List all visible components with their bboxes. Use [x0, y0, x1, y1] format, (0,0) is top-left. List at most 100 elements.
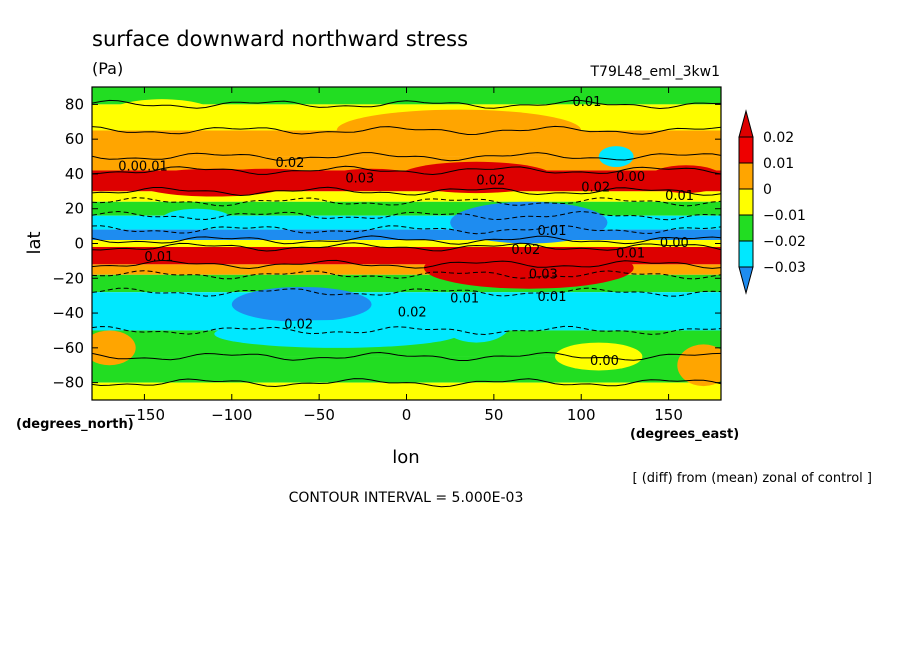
color-band-8 — [92, 229, 721, 241]
colorbar-bottom-triangle — [738, 266, 754, 295]
color-patch-7 — [450, 201, 608, 244]
contour-interval-label: CONTOUR INTERVAL = 5.000E-03 — [289, 490, 524, 506]
y-tick-label-0: −80 — [52, 374, 84, 392]
x-tick-label-1: −100 — [211, 406, 252, 424]
contour-label-17: 0.02 — [284, 318, 313, 333]
colorbar-label-0: 0.02 — [763, 130, 794, 146]
contour-line-9 — [92, 235, 721, 245]
contour-label-11: 0.00 — [660, 236, 689, 251]
color-patch-13 — [441, 300, 512, 343]
x-tick-label-5: 100 — [567, 406, 596, 424]
contour-label-12: 0.01 — [144, 250, 173, 265]
color-band-5 — [92, 191, 721, 202]
contour-line-6 — [92, 197, 721, 207]
color-band-9 — [92, 240, 721, 247]
units-label: (Pa) — [92, 59, 123, 78]
contour-label-0: 0.00.01 — [118, 159, 168, 174]
contour-label-1: 0.02 — [275, 156, 304, 171]
x-tick-label-4: 50 — [484, 406, 503, 424]
color-patch-11 — [231, 286, 372, 322]
color-band-3 — [92, 156, 721, 171]
x-axis-label: lon — [392, 447, 419, 468]
contour-label-10: 0.01 — [616, 246, 645, 261]
contour-line-2 — [92, 125, 721, 136]
color-patch-3 — [397, 161, 556, 194]
contour-label-18: 0.00 — [590, 354, 619, 369]
color-patch-4 — [647, 165, 721, 194]
colorbar-swatch-4 — [738, 240, 754, 268]
y-tick-label-8: 80 — [65, 95, 84, 113]
x-tick-label-3: 0 — [402, 406, 412, 424]
contour-line-15 — [92, 351, 721, 361]
y-tick-label-4: 0 — [74, 235, 84, 253]
contour-line-16 — [92, 378, 721, 388]
contour-label-2: 0.03 — [345, 172, 374, 187]
y-tick-label-6: 40 — [65, 165, 84, 183]
contour-line-13 — [92, 287, 721, 297]
y-tick-label-7: 60 — [65, 130, 84, 148]
x-units-label: (degrees_east) — [630, 427, 739, 442]
contour-line-3 — [92, 152, 721, 162]
contour-label-14: 0.01 — [450, 292, 479, 307]
colorbar-label-3: −0.01 — [763, 208, 806, 224]
color-patch-2 — [327, 168, 416, 187]
contour-label-6: 0.00 — [616, 170, 645, 185]
x-axis: −150 −100 −50 0 50 100 150 — [124, 87, 683, 424]
colorbar-label-2: 0 — [763, 182, 772, 198]
color-band-11 — [92, 264, 721, 275]
x-tick-label-6: 150 — [654, 406, 683, 424]
colorbar-label-4: −0.02 — [763, 234, 806, 250]
color-band-16 — [92, 382, 721, 400]
contour-line-1 — [92, 99, 721, 110]
contour-label-9: 0.02 — [511, 243, 540, 258]
contour-line-12 — [92, 270, 721, 280]
y-units-label: (degrees_north) — [16, 417, 134, 432]
colorbar-label-5: −0.03 — [763, 260, 806, 276]
contour-line-10 — [92, 242, 721, 252]
x-tick-label-0: −150 — [124, 406, 165, 424]
footnote: [ (diff) from (mean) zonal of control ] — [633, 471, 872, 486]
colorbar-swatch-2 — [738, 188, 754, 216]
contour-line-7 — [92, 210, 721, 221]
y-tick-label-1: −60 — [52, 339, 84, 357]
contour-labels: 0.00.01 0.02 0.03 0.02 0.01 0.02 0.00 0.01 0.01 0… — [118, 95, 694, 369]
contour-label-8: 0.01 — [538, 224, 567, 239]
y-axis-label: lat — [24, 231, 45, 254]
contour-line-14 — [92, 325, 721, 336]
y-tick-label-3: −20 — [52, 269, 84, 287]
contour-label-16: 0.02 — [398, 306, 427, 321]
contour-label-3: 0.02 — [476, 173, 505, 188]
color-patch-5 — [336, 109, 582, 152]
color-patch-10 — [423, 246, 634, 289]
x-tick-label-2: −50 — [303, 406, 335, 424]
colorbar-swatch-0 — [738, 136, 754, 164]
contour-line-4 — [92, 165, 721, 176]
color-band-0 — [92, 87, 721, 105]
color-patch-1 — [205, 168, 328, 190]
contour-label-13: 0.03 — [529, 267, 558, 282]
colorbar-label-1: 0.01 — [763, 156, 794, 172]
color-patch-6 — [109, 99, 215, 127]
colorbar-swatch-3 — [738, 214, 754, 242]
chart-title: surface downward northward stress — [92, 27, 468, 51]
plot-area: 0.00.01 0.02 0.03 0.02 0.01 0.02 0.00 0.01 0.01 0… — [92, 87, 721, 400]
contour-lines — [92, 99, 721, 388]
colorbar-swatch-1 — [738, 162, 754, 190]
colorbar: 0.02 0.01 0 −0.01 −0.02 −0.03 — [738, 109, 806, 295]
color-patch-16 — [555, 342, 643, 371]
y-tick-label-5: 20 — [65, 200, 84, 218]
color-patch-12 — [214, 320, 459, 348]
contour-line-11 — [92, 259, 721, 270]
contour-label-15: 0.01 — [538, 290, 567, 305]
contour-label-5: 0.02 — [581, 180, 610, 195]
y-tick-label-2: −40 — [52, 304, 84, 322]
colorbar-top-triangle — [738, 109, 754, 138]
contour-line-8 — [92, 224, 721, 235]
contour-label-7: 0.01 — [665, 189, 694, 204]
color-patch-8 — [598, 146, 634, 167]
contour-line-5 — [92, 186, 721, 197]
dataset-label: T79L48_eml_3kw1 — [590, 64, 721, 80]
y-axis: −80 −60 −40 −20 0 20 40 60 80 — [52, 95, 721, 392]
